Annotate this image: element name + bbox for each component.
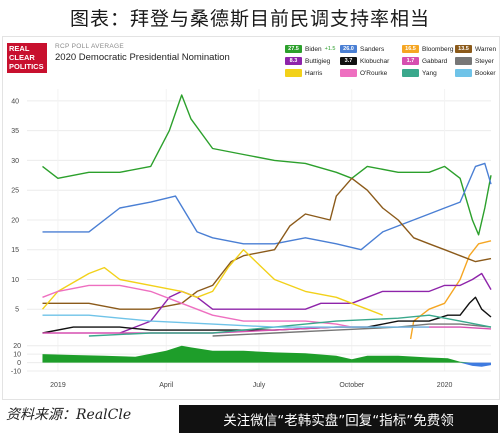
legend-badge <box>285 69 302 77</box>
legend-item-sanders[interactable]: 26.0 Sanders <box>340 44 384 54</box>
y-tick-label: 15 <box>11 247 19 254</box>
legend-item-steyer[interactable]: Steyer <box>455 56 494 66</box>
x-tick-label: 2019 <box>50 382 66 389</box>
legend-label: Sanders <box>360 45 385 53</box>
legend-label: Warren <box>475 45 497 53</box>
rcp-chart-title: 2020 Democratic Presidential Nomination <box>55 52 230 63</box>
series-line-bloomberg <box>409 240 492 340</box>
chart-legend: 27.5 Biden +1.5 26.0 Sanders 16.5 Bloomberg 13.… <box>285 40 497 86</box>
legend-item-yang[interactable]: Yang <box>402 68 437 78</box>
legend-item-gabbard[interactable]: 1.7 Gabbard <box>402 56 447 66</box>
source-note: 资料来源：RealCle <box>6 407 132 423</box>
legend-badge: 27.5 <box>285 45 302 53</box>
legend-label: Yang <box>422 69 437 77</box>
legend-badge: 1.7 <box>402 57 419 65</box>
legend-badge: 26.0 <box>340 45 357 53</box>
legend-item-booker[interactable]: Booker <box>455 68 496 78</box>
legend-item-warren[interactable]: 13.5 Warren <box>455 44 496 54</box>
legend-item-klobuchar[interactable]: 3.7 Klobuchar <box>340 56 389 66</box>
rcp-subtitle: RCP POLL AVERAGE <box>55 43 124 50</box>
chart-frame: REAL CLEAR POLITICS RCP POLL AVERAGE 202… <box>2 36 500 400</box>
legend-label: O'Rourke <box>360 69 388 77</box>
legend-label: Gabbard <box>422 57 448 65</box>
series-line-harris <box>41 249 383 316</box>
legend-change: +1.5 <box>324 46 336 52</box>
legend-badge: 16.5 <box>402 45 419 53</box>
x-tick-label: October <box>339 382 365 389</box>
x-tick-label: July <box>253 382 266 389</box>
series-line-orourke <box>42 284 352 328</box>
sub-y-tick-label: 10 <box>13 352 21 359</box>
legend-item-biden[interactable]: 27.5 Biden +1.5 <box>285 44 335 54</box>
y-tick-label: 25 <box>11 188 19 195</box>
x-tick-label: 2020 <box>437 382 453 389</box>
series-line-gabbard <box>42 326 492 334</box>
legend-badge <box>455 69 472 77</box>
legend-badge: 13.5 <box>455 45 472 53</box>
y-tick-label: 30 <box>11 158 19 165</box>
y-tick-label: 5 <box>15 307 19 314</box>
legend-label: Klobuchar <box>360 57 390 65</box>
y-tick-label: 40 <box>11 98 19 105</box>
promo-banner: 关注微信“老韩实盘”回复“指标”免费领 <box>179 405 498 433</box>
y-tick-label: 10 <box>11 277 19 284</box>
series-line-sanders <box>42 162 492 251</box>
legend-badge: 8.3 <box>285 57 302 65</box>
legend-badge <box>340 69 357 77</box>
legend-item-bloomberg[interactable]: 16.5 Bloomberg <box>402 44 453 54</box>
series-line-klobuchar <box>42 296 492 334</box>
y-tick-label: 35 <box>11 128 19 135</box>
legend-label: Buttigieg <box>305 57 331 65</box>
sub-y-tick-label: -10 <box>11 369 21 376</box>
sub-y-tick-label: 20 <box>13 343 21 350</box>
legend-badge: 3.7 <box>340 57 357 65</box>
legend-label: Booker <box>475 69 496 77</box>
series-line-biden <box>42 94 492 236</box>
legend-label: Steyer <box>475 57 494 65</box>
page-title: 图表：拜登与桑德斯目前民调支持率相当 <box>69 7 430 30</box>
legend-badge <box>455 57 472 65</box>
legend-label: Bloomberg <box>422 45 454 53</box>
sub-y-tick-label: 0 <box>17 360 21 367</box>
spread-area-negative <box>42 362 491 367</box>
rcp-logo: REAL CLEAR POLITICS <box>7 43 47 73</box>
legend-item-orourke[interactable]: O'Rourke <box>340 68 387 78</box>
legend-item-buttigieg[interactable]: 8.3 Buttigieg <box>285 56 330 66</box>
y-tick-label: 20 <box>11 217 19 224</box>
spread-area-positive <box>42 345 491 363</box>
series-line-warren <box>42 177 492 310</box>
legend-item-harris[interactable]: Harris <box>285 68 322 78</box>
legend-label: Harris <box>305 69 323 77</box>
series-line-booker <box>42 314 430 328</box>
legend-label: Biden <box>305 45 322 53</box>
legend-badge <box>402 69 419 77</box>
series-line-yang <box>88 314 492 337</box>
x-tick-label: April <box>159 382 173 389</box>
